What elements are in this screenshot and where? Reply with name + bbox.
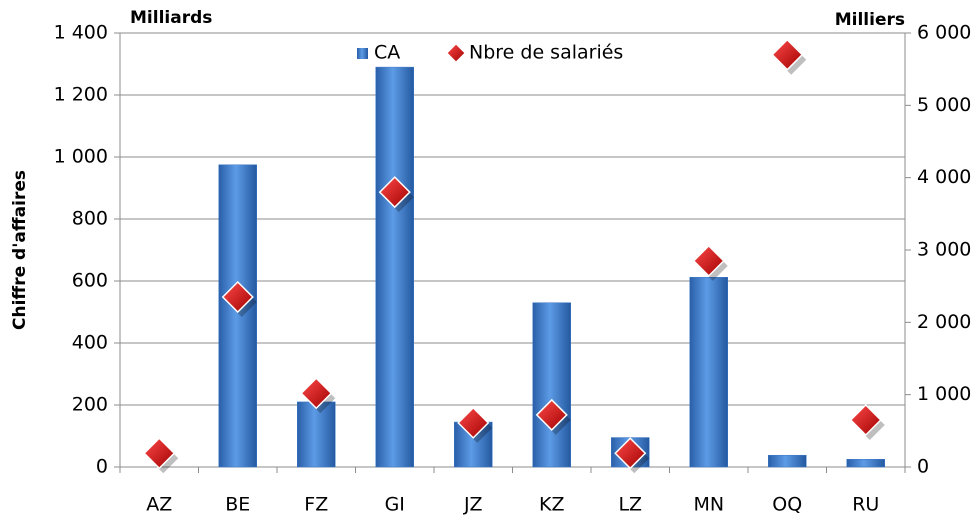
x-tick-label: FZ bbox=[304, 494, 328, 516]
marker bbox=[614, 437, 647, 470]
marker bbox=[692, 244, 725, 277]
y2-unit: Milliers bbox=[835, 10, 905, 30]
x-tick-label: KZ bbox=[539, 494, 564, 516]
y-unit: Milliards bbox=[130, 8, 212, 28]
legend-label: CA bbox=[374, 42, 400, 64]
y-axis-label: Chiffre d'affaires bbox=[10, 170, 30, 330]
bar bbox=[218, 164, 257, 468]
y-tick-label: 1 000 bbox=[54, 146, 108, 168]
x-tick-label: JZ bbox=[463, 494, 483, 516]
y2-tick-label: 4 000 bbox=[917, 166, 971, 188]
y-tick-label: 1 200 bbox=[54, 84, 108, 106]
marker bbox=[849, 403, 882, 437]
y-tick-label: 600 bbox=[72, 270, 108, 292]
bar bbox=[689, 277, 728, 468]
legend-label: Nbre de salariés bbox=[469, 42, 623, 64]
x-tick-label: RU bbox=[852, 494, 879, 516]
y2-tick-label: 3 000 bbox=[917, 239, 971, 261]
marker bbox=[771, 38, 804, 71]
y-tick-label: 1 400 bbox=[54, 22, 108, 44]
y2-tick-label: 2 000 bbox=[917, 311, 971, 333]
marker bbox=[300, 377, 333, 410]
bar bbox=[532, 302, 571, 468]
y-tick-label: 0 bbox=[96, 456, 108, 478]
x-tick-label: LZ bbox=[618, 494, 642, 516]
legend-swatch bbox=[357, 48, 368, 59]
x-tick-label: AZ bbox=[146, 494, 172, 516]
x-tick-label: OQ bbox=[772, 494, 802, 516]
y2-tick-label: 1 000 bbox=[917, 383, 971, 405]
x-tick-label: GI bbox=[385, 494, 405, 516]
x-tick-label: MN bbox=[693, 494, 724, 516]
bar bbox=[375, 66, 414, 468]
marker bbox=[143, 437, 176, 470]
legend-swatch bbox=[446, 43, 466, 63]
bar bbox=[297, 401, 336, 468]
marker bbox=[535, 398, 568, 431]
marker bbox=[457, 406, 490, 439]
y-tick-label: 200 bbox=[72, 394, 108, 416]
x-tick-label: BE bbox=[225, 494, 250, 516]
marker bbox=[378, 176, 411, 209]
y2-tick-label: 5 000 bbox=[917, 94, 971, 116]
marker bbox=[221, 280, 254, 314]
y-tick-label: 400 bbox=[72, 332, 108, 354]
y-tick-label: 800 bbox=[72, 208, 108, 230]
y2-tick-label: 6 000 bbox=[917, 22, 971, 44]
bar bbox=[768, 454, 807, 468]
bar bbox=[846, 459, 885, 468]
y2-tick-label: 0 bbox=[917, 456, 929, 478]
